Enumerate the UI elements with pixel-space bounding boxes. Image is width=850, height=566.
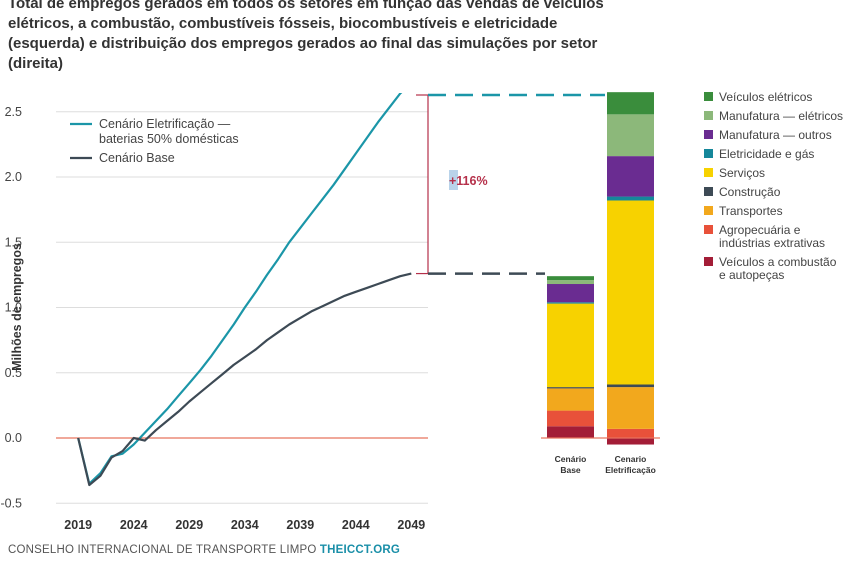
growth-annotation-label: +116% [449, 174, 488, 188]
y-tick-label: 0.5 [5, 366, 22, 380]
chart-title-line: (direita) [8, 55, 64, 72]
bar-segment [547, 284, 594, 303]
series-line-electrification [77, 93, 403, 485]
legend-swatch [704, 149, 713, 158]
legend-swatch [704, 92, 713, 101]
legend-label: e autopeças [719, 268, 784, 282]
bar-category-label: Cenario [615, 454, 647, 464]
y-tick-label: 2.5 [5, 105, 22, 119]
legend-swatch [704, 168, 713, 177]
x-tick-label: 2039 [286, 518, 314, 532]
y-tick-label: 0.0 [5, 431, 22, 445]
chart-title: Total de empregos gerados em todos os se… [8, 0, 848, 74]
x-tick-label: 2019 [64, 518, 92, 532]
bar-category-label: Cenário [555, 454, 587, 464]
x-tick-label: 2044 [342, 518, 370, 532]
legend-label: Veículos a combustão [719, 255, 837, 269]
bar-segment [607, 438, 654, 445]
y-tick-label: -0.5 [0, 496, 22, 510]
line-chart-gridlines [56, 111, 428, 504]
legend-label: Manufatura — elétricos [719, 109, 843, 123]
series-line-base [77, 272, 412, 487]
footer-text: CONSELHO INTERNACIONAL DE TRANSPORTE LIM… [8, 544, 320, 556]
line-chart-series [77, 93, 412, 487]
legend-label: Construção [719, 185, 781, 199]
legend-label: Eletricidade e gás [719, 147, 814, 161]
legend-swatch [704, 257, 713, 266]
bar-category-label: Base [560, 465, 581, 475]
legend-swatch [704, 130, 713, 139]
legend-label: indústrias extrativas [719, 236, 825, 250]
bar-segment [547, 276, 594, 281]
legend-swatch [704, 187, 713, 196]
chart-title-line: Total de empregos gerados em todos os se… [8, 0, 604, 12]
chart-title-line: elétricos, a combustão, combustíveis fós… [8, 15, 558, 32]
bar-segment [547, 426, 594, 438]
legend-label: Transportes [719, 204, 783, 218]
legend-label: Serviços [719, 166, 765, 180]
bar-segment [547, 387, 594, 389]
line-chart-axes: -0.5 0.0 0.5 1.0 1.5 2.0 2.5 2019 2024 2029 2034 20… [0, 105, 425, 532]
legend-label: Agropecuária e [719, 223, 801, 237]
legend-label: Cenário Eletrificação — [99, 117, 231, 131]
bar-segment [607, 428, 654, 438]
x-tick-label: 2024 [120, 518, 148, 532]
x-tick-label: 2029 [175, 518, 203, 532]
bar-segment [607, 114, 654, 157]
x-tick-label: 2049 [397, 518, 425, 532]
line-chart-legend: Cenário Eletrificação —baterias 50% domé… [70, 117, 239, 165]
annotation-highlight [449, 170, 458, 190]
y-tick-label: 2.0 [5, 170, 22, 184]
bar-segment [547, 280, 594, 285]
sector-legend: Veículos elétricos Manufatura — elétricos… [704, 90, 843, 282]
legend-label: baterias 50% domésticas [99, 132, 239, 146]
bar-segment [547, 303, 594, 388]
legend-swatch [704, 225, 713, 234]
bar-segment [607, 384, 654, 388]
legend-swatch [704, 111, 713, 120]
bar-segment [607, 200, 654, 385]
bar-segment [547, 302, 594, 304]
chart-title-line: (esquerda) e distribuição dos empregos g… [8, 35, 598, 52]
legend-swatch [704, 206, 713, 215]
bar-segment [607, 196, 654, 201]
legend-label: Cenário Base [99, 151, 175, 165]
footer-credit: CONSELHO INTERNACIONAL DE TRANSPORTE LIM… [8, 544, 400, 556]
x-tick-label: 2034 [231, 518, 259, 532]
legend-label: Veículos elétricos [719, 90, 812, 104]
footer-org-link[interactable]: THEICCT.ORG [319, 544, 401, 556]
bar-category-label: Eletrificação [605, 465, 656, 475]
y-tick-label: 1.5 [5, 235, 22, 249]
bar-segment [607, 92, 654, 115]
bar-segment [547, 410, 594, 427]
bar-segment [607, 387, 654, 429]
y-axis-label: Milhões de empregos [10, 243, 24, 371]
bar-segment [547, 388, 594, 411]
bar-segment [607, 156, 654, 197]
growth-annotation: +116% [416, 93, 605, 275]
legend-label: Manufatura — outros [719, 128, 832, 142]
y-tick-label: 1.0 [5, 301, 22, 315]
